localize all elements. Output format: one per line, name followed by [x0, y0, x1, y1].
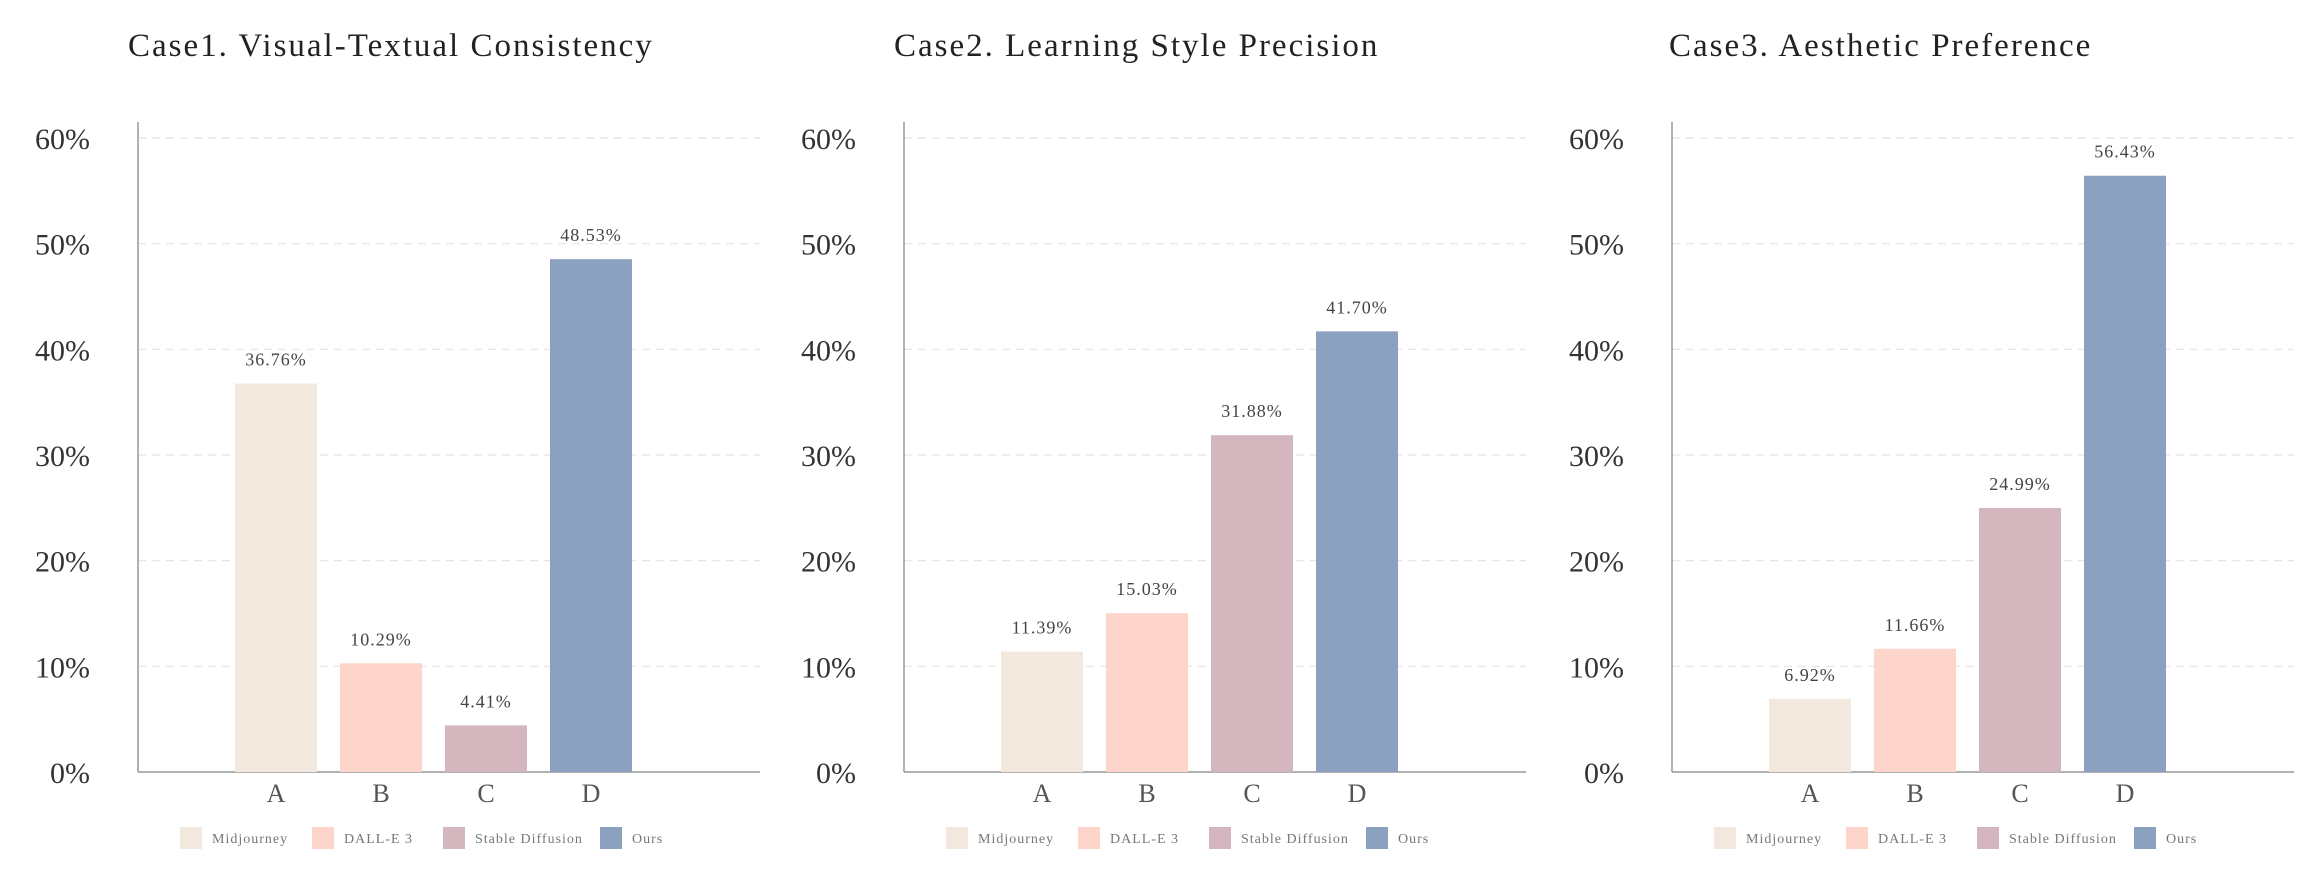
chart-title: Case1. Visual-Textual Consistency	[128, 28, 654, 64]
y-tick-label: 60%	[35, 123, 90, 156]
x-tick-label: C	[1243, 779, 1260, 808]
y-tick-label: 20%	[1569, 546, 1624, 579]
data-label: 24.99%	[1989, 474, 2051, 494]
legend: Midjourney DALL-E 3 Stable Diffusion Ours	[1714, 827, 2197, 849]
x-tick-label: D	[1348, 779, 1367, 808]
x-tick-label: B	[372, 779, 389, 808]
bar-a	[1769, 698, 1851, 772]
legend-swatch	[1209, 827, 1231, 849]
y-tick-label: 50%	[35, 229, 90, 262]
data-label: 56.43%	[2094, 142, 2156, 162]
data-label: 4.41%	[460, 691, 512, 711]
data-label: 31.88%	[1221, 401, 1283, 421]
x-tick-label: B	[1138, 779, 1155, 808]
legend-label: DALL-E 3	[1110, 832, 1179, 847]
x-tick-label: B	[1906, 779, 1923, 808]
bar-c	[445, 725, 527, 772]
data-label: 15.03%	[1116, 579, 1178, 599]
y-tick-label: 40%	[801, 334, 856, 367]
bar-b	[1874, 648, 1956, 772]
bar-a	[235, 383, 317, 772]
y-tick-label: 40%	[1569, 334, 1624, 367]
y-tick-label: 20%	[35, 546, 90, 579]
y-tick-label: 0%	[1584, 757, 1624, 790]
legend-label: Stable Diffusion	[2009, 832, 2117, 847]
bar-c	[1979, 507, 2061, 772]
y-tick-label: 30%	[1569, 440, 1624, 473]
legend-swatch	[1714, 827, 1736, 849]
legend: Midjourney DALL-E 3 Stable Diffusion Ours	[180, 827, 663, 849]
y-tick-label: 20%	[801, 546, 856, 579]
chart-panel-2: Case2. Learning Style Precision 0% 10% 20% 3…	[801, 28, 1526, 849]
y-tick-label: 30%	[35, 440, 90, 473]
legend-swatch	[180, 827, 202, 849]
chart-title: Case3. Aesthetic Preference	[1669, 28, 2092, 64]
chart-title: Case2. Learning Style Precision	[894, 28, 1379, 64]
chart-panel-3: Case3. Aesthetic Preference 0% 10% 20% 30% 40…	[1569, 28, 2294, 849]
data-label: 11.66%	[1885, 615, 1946, 635]
bar-d	[2084, 175, 2166, 772]
legend-label: DALL-E 3	[1878, 832, 1947, 847]
data-label: 10.29%	[350, 629, 412, 649]
legend-label: Ours	[1398, 832, 1429, 847]
y-tick-label: 60%	[1569, 123, 1624, 156]
x-tick-label: D	[2116, 779, 2135, 808]
x-tick-label: C	[2011, 779, 2028, 808]
legend-label: Ours	[2166, 832, 2197, 847]
y-tick-label: 0%	[816, 757, 856, 790]
y-tick-label: 50%	[1569, 229, 1624, 262]
bar-b	[340, 663, 422, 772]
legend-label: Stable Diffusion	[475, 832, 583, 847]
y-tick-label: 10%	[35, 651, 90, 684]
bar-d	[1316, 331, 1398, 772]
legend: Midjourney DALL-E 3 Stable Diffusion Ours	[946, 827, 1429, 849]
x-tick-label: A	[1033, 779, 1052, 808]
y-tick-label: 50%	[801, 229, 856, 262]
data-label: 36.76%	[245, 350, 307, 370]
legend-swatch	[1977, 827, 1999, 849]
legend-swatch	[1366, 827, 1388, 849]
legend-swatch	[1846, 827, 1868, 849]
data-label: 41.70%	[1326, 297, 1388, 317]
y-tick-label: 0%	[50, 757, 90, 790]
x-tick-label: D	[582, 779, 601, 808]
y-tick-label: 60%	[801, 123, 856, 156]
legend-label: Midjourney	[978, 832, 1054, 847]
legend-swatch	[312, 827, 334, 849]
bar-d	[550, 259, 632, 772]
legend-label: Stable Diffusion	[1241, 832, 1349, 847]
legend-label: Midjourney	[212, 832, 288, 847]
x-tick-label: C	[477, 779, 494, 808]
legend-label: Midjourney	[1746, 832, 1822, 847]
bar-a	[1001, 651, 1083, 772]
x-tick-label: A	[267, 779, 286, 808]
data-label: 48.53%	[560, 225, 622, 245]
bar-c	[1211, 435, 1293, 772]
x-tick-label: A	[1801, 779, 1820, 808]
legend-swatch	[946, 827, 968, 849]
legend-label: DALL-E 3	[344, 832, 413, 847]
data-label: 6.92%	[1784, 665, 1836, 685]
legend-label: Ours	[632, 832, 663, 847]
y-tick-label: 40%	[35, 334, 90, 367]
y-tick-label: 10%	[801, 651, 856, 684]
y-tick-label: 10%	[1569, 651, 1624, 684]
legend-swatch	[1078, 827, 1100, 849]
legend-swatch	[2134, 827, 2156, 849]
legend-swatch	[600, 827, 622, 849]
chart-panel-1: Case1. Visual-Textual Consistency 0% 10% 20…	[35, 28, 760, 849]
data-label: 11.39%	[1012, 618, 1073, 638]
legend-swatch	[443, 827, 465, 849]
bar-b	[1106, 613, 1188, 772]
y-tick-label: 30%	[801, 440, 856, 473]
